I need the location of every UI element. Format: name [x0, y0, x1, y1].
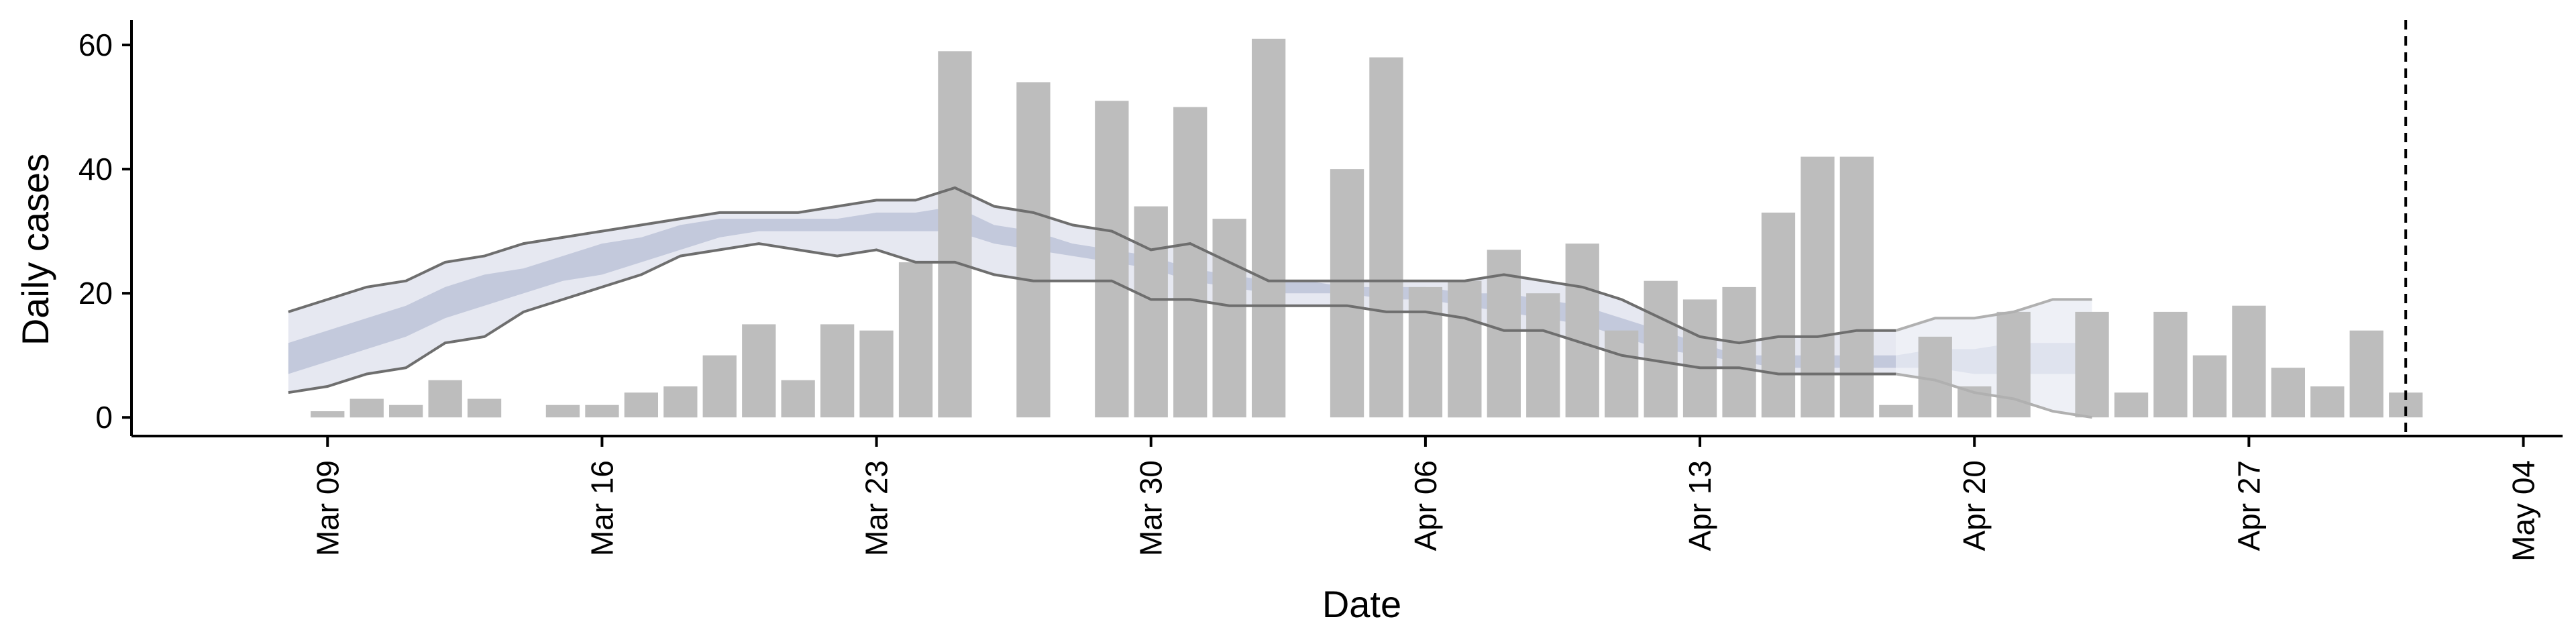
x-tick-label: Mar 30 — [1134, 460, 1169, 556]
case-bar — [2075, 311, 2109, 418]
case-bar — [545, 405, 580, 418]
case-bar — [702, 355, 737, 418]
interval-line-1 — [288, 186, 1896, 345]
interval-line-3 — [1895, 298, 2092, 332]
y-tick-label: 0 — [95, 400, 113, 435]
x-tick-label: Mar 09 — [310, 460, 345, 556]
case-bar — [1448, 280, 1482, 418]
y-tick-label: 40 — [78, 152, 113, 186]
axes-layer: 0 20 40 60 Mar 09 Mar 16 Mar 23 Mar 30 Apr 06 Apr… — [78, 20, 2563, 561]
case-bar — [428, 380, 462, 418]
case-bar — [1565, 244, 1599, 418]
case-bar — [1095, 101, 1129, 418]
case-bar — [2232, 305, 2266, 418]
line-layer — [288, 186, 2092, 419]
x-tick-label: Mar 16 — [584, 460, 619, 556]
x-tick-label: Apr 13 — [1682, 460, 1717, 551]
x-tick-label: Mar 23 — [859, 460, 894, 556]
case-bar — [2192, 355, 2227, 418]
y-axis-title: Daily cases — [14, 154, 56, 345]
case-bar — [1801, 156, 1835, 418]
case-bar — [898, 262, 933, 418]
case-bar — [311, 411, 345, 418]
case-bar — [1408, 286, 1443, 418]
bar-layer — [311, 38, 2423, 418]
case-bar — [1016, 82, 1051, 418]
case-bar — [742, 324, 776, 418]
case-bar — [663, 386, 698, 418]
case-bar — [1957, 386, 1992, 418]
case-bar — [1761, 212, 1796, 418]
case-bar — [467, 398, 502, 418]
case-bar — [1134, 206, 1168, 418]
case-bar — [1879, 405, 1913, 418]
case-bar — [2153, 311, 2188, 418]
case-bar — [938, 51, 972, 418]
case-bar — [624, 392, 658, 418]
case-bar — [350, 398, 384, 418]
case-bar — [2349, 330, 2383, 418]
case-bar — [1212, 219, 1246, 418]
case-bar — [1682, 299, 1717, 418]
case-bar — [1644, 280, 1678, 418]
case-bar — [1252, 38, 1286, 418]
x-axis-title: Date — [1322, 583, 1401, 625]
case-bar — [2310, 386, 2345, 418]
case-bar — [1526, 293, 1560, 418]
case-bar — [585, 405, 619, 418]
case-bar — [1605, 330, 1639, 418]
case-bar — [389, 405, 423, 418]
interval-line-4 — [1895, 372, 2092, 419]
case-bar — [781, 380, 815, 418]
y-tick-label: 20 — [78, 276, 113, 311]
x-tick-label: May 04 — [2506, 460, 2541, 561]
y-tick-label: 60 — [78, 28, 113, 62]
x-tick-label: Apr 27 — [2231, 460, 2266, 551]
case-bar — [1369, 57, 1403, 418]
case-bar — [1839, 156, 1874, 418]
interval-line-2 — [288, 242, 1896, 394]
x-tick-label: Apr 06 — [1408, 460, 1443, 551]
case-bar — [1722, 286, 1756, 418]
case-bar — [859, 330, 894, 418]
case-bar — [2114, 392, 2149, 418]
x-tick-label: Apr 20 — [1957, 460, 1992, 551]
case-bar — [820, 324, 855, 418]
case-bar — [1173, 107, 1208, 418]
case-bar — [2271, 368, 2305, 418]
case-bar — [1330, 169, 1364, 418]
